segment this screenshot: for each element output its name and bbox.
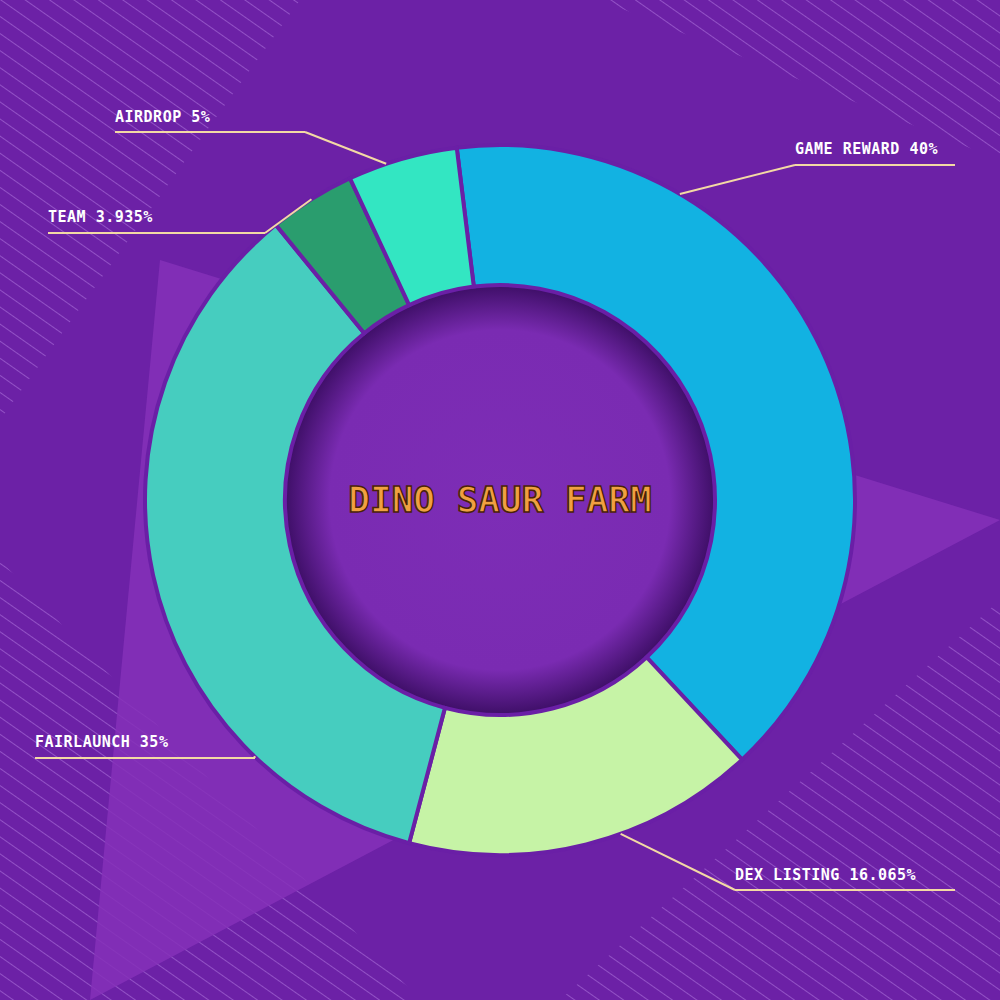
svg-text:TEAM 3.935%: TEAM 3.935% [48,208,153,226]
svg-text:DEX LISTING 16.065%: DEX LISTING 16.065% [735,866,916,884]
svg-text:DINO SAUR FARM: DINO SAUR FARM [348,479,651,520]
svg-text:FAIRLAUNCH 35%: FAIRLAUNCH 35% [35,733,168,751]
svg-text:AIRDROP 5%: AIRDROP 5% [115,108,210,126]
svg-text:GAME REWARD 40%: GAME REWARD 40% [795,140,938,158]
